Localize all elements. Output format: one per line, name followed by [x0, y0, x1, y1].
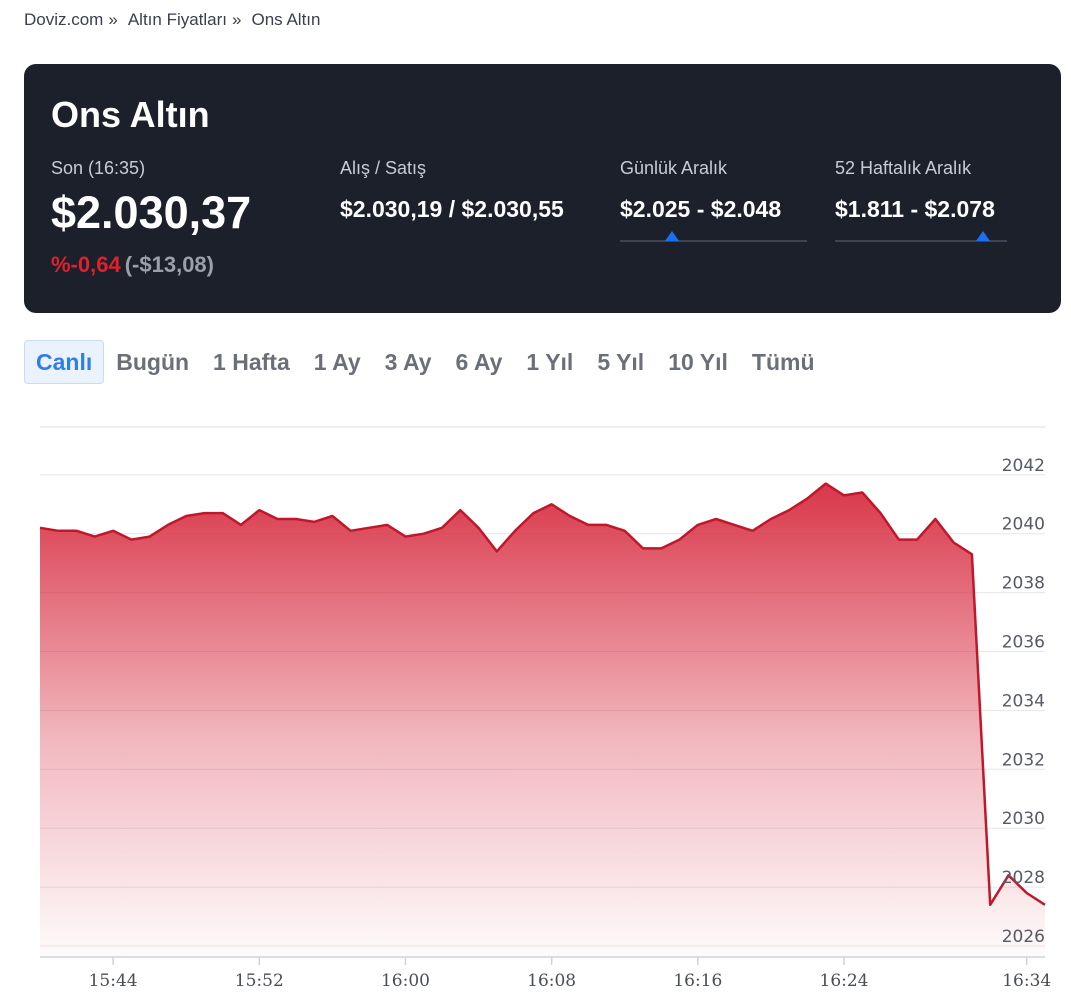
price-area — [40, 483, 1045, 957]
x-tick-label: 16:34 — [1002, 971, 1051, 991]
daily-range-value: $2.025 - $2.048 — [620, 196, 782, 222]
change-percent: %-0,64 — [51, 252, 121, 277]
bid-ask-label: Alış / Satış — [340, 158, 427, 178]
tab-9[interactable]: Tümü — [751, 349, 815, 375]
tab-4[interactable]: 3 Ay — [384, 349, 432, 375]
x-tick-label: 16:16 — [673, 971, 722, 991]
week52-range-block: 52 Haftalık Aralık $1.811 - $2.078 — [835, 158, 1007, 242]
x-tick-label: 16:00 — [381, 971, 430, 991]
y-tick-label: 2036 — [1002, 633, 1045, 653]
y-tick-label: 2032 — [1002, 750, 1045, 770]
x-tick-label: 15:52 — [235, 971, 284, 991]
y-tick-label: 2038 — [1002, 574, 1045, 594]
daily-range-marker-icon — [665, 231, 680, 241]
daily-range-track — [620, 240, 807, 242]
tab-3[interactable]: 1 Ay — [313, 349, 361, 375]
price-summary-card: Ons Altın Son (16:35) $2.030,37 %-0,64 (-… — [24, 64, 1061, 313]
y-tick-label: 2028 — [1002, 868, 1045, 888]
breadcrumb-current: Ons Altın — [251, 10, 321, 29]
tab-0[interactable]: Canlı — [24, 340, 105, 384]
breadcrumb-separator: » — [232, 10, 242, 29]
daily-range-block: Günlük Aralık $2.025 - $2.048 — [620, 158, 807, 242]
price-chart: 2026 2028 2030 2032 2034 2036 2038 2040 2042 15:4… — [39, 426, 1051, 991]
week52-range-marker-icon — [975, 231, 990, 241]
bid-ask-value: $2.030,19 / $2.030,55 — [340, 196, 564, 222]
price-series-line — [39, 482, 1046, 907]
breadcrumb-separator: » — [108, 10, 118, 29]
period-tabs: Canlı Bugün 1 Hafta 1 Ay 3 Ay 6 Ay 1 Yıl 5 Yıl 1… — [24, 340, 827, 384]
price-change: %-0,64 (-$13,08) — [51, 252, 214, 278]
x-tick-label: 16:08 — [527, 971, 576, 991]
tab-2[interactable]: 1 Hafta — [213, 349, 290, 375]
week52-range-value: $1.811 - $2.078 — [835, 196, 995, 222]
tab-5[interactable]: 6 Ay — [455, 349, 503, 375]
y-tick-label: 2040 — [1002, 515, 1045, 535]
week52-range-track — [835, 240, 1007, 242]
y-tick-label: 2030 — [1002, 809, 1045, 829]
week52-range-label: 52 Haftalık Aralık — [835, 158, 972, 178]
tab-6[interactable]: 1 Yıl — [526, 349, 574, 375]
breadcrumb: Doviz.com» Altın Fiyatları» Ons Altın — [24, 10, 320, 30]
daily-range-label: Günlük Aralık — [620, 158, 728, 178]
last-price-label: Son (16:35) — [51, 158, 146, 178]
last-price-value: $2.030,37 — [51, 187, 252, 238]
tab-7[interactable]: 5 Yıl — [597, 349, 645, 375]
page-title: Ons Altın — [51, 94, 210, 135]
change-absolute: (-$13,08) — [124, 252, 214, 277]
y-tick-label: 2034 — [1002, 691, 1045, 711]
breadcrumb-link-gold-prices[interactable]: Altın Fiyatları — [127, 10, 228, 29]
y-tick-label: 2042 — [1002, 456, 1045, 476]
tab-1[interactable]: Bugün — [116, 349, 190, 375]
y-tick-label: 2026 — [1002, 927, 1045, 947]
bid-ask-block: Alış / Satış $2.030,19 / $2.030,55 — [340, 158, 564, 223]
last-price-block: Son (16:35) $2.030,37 — [51, 158, 251, 239]
x-tick-label: 15:44 — [89, 971, 138, 991]
x-tick-label: 16:24 — [820, 971, 869, 991]
breadcrumb-link-home[interactable]: Doviz.com — [24, 10, 104, 29]
tab-8[interactable]: 10 Yıl — [668, 349, 728, 375]
